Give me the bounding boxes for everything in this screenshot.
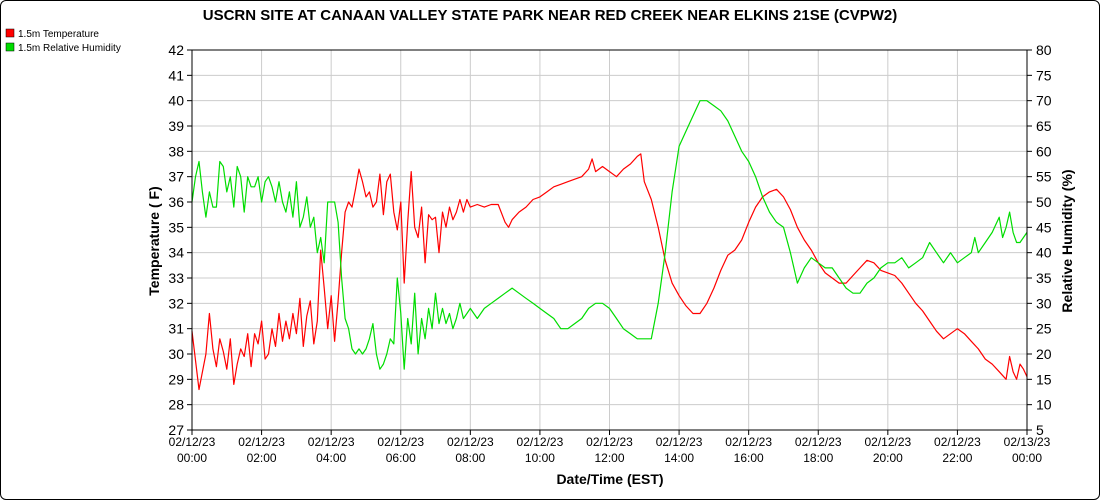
x-tick-date-label: 02/12/23 xyxy=(934,435,981,449)
y-left-tick-label: 33 xyxy=(168,270,184,286)
y-left-tick-label: 42 xyxy=(168,42,184,58)
x-tick-time-label: 02:00 xyxy=(247,451,277,465)
x-axis-ticks: 02/12/23 00:00 02/12/23 02:00 02/12/23 04:00 0… xyxy=(169,430,1051,465)
y-left-tick-label: 39 xyxy=(168,118,184,134)
y-right-tick-label: 65 xyxy=(1036,118,1052,134)
x-tick-date-label: 02/12/23 xyxy=(308,435,355,449)
y-right-tick-label: 70 xyxy=(1036,93,1052,109)
y-right-tick-label: 25 xyxy=(1036,321,1052,337)
legend-label-humidity: 1.5m Relative Humidity xyxy=(18,43,121,54)
x-tick-time-label: 00:00 xyxy=(1012,451,1042,465)
y-left-tick-label: 34 xyxy=(168,245,184,261)
x-tick-date-label: 02/12/23 xyxy=(447,435,494,449)
y-right-tick-label: 35 xyxy=(1036,270,1052,286)
x-tick-date-label: 02/12/23 xyxy=(377,435,424,449)
y-left-tick-label: 37 xyxy=(168,169,184,185)
legend-swatch-humidity xyxy=(5,42,15,52)
y-right-tick-label: 45 xyxy=(1036,219,1052,235)
x-tick-time-label: 12:00 xyxy=(594,451,624,465)
x-tick-time-label: 14:00 xyxy=(664,451,694,465)
y-right-tick-label: 40 xyxy=(1036,245,1052,261)
y-right-tick-label: 50 xyxy=(1036,194,1052,210)
x-tick-time-label: 16:00 xyxy=(734,451,764,465)
series-line-humidity xyxy=(191,100,1028,370)
y-left-tick-label: 36 xyxy=(168,194,184,210)
legend-swatch-temperature xyxy=(5,28,15,38)
grid xyxy=(191,49,1028,431)
chart-title: USCRN SITE AT CANAAN VALLEY STATE PARK N… xyxy=(203,7,898,24)
y-right-tick-label: 15 xyxy=(1036,371,1052,387)
y-right-tick-label: 10 xyxy=(1036,397,1052,413)
y-axis-right-ticks: 5 10 15 20 25 30 35 40 45 50 55 60 65 70 75 80 xyxy=(1027,42,1052,438)
y-left-tick-label: 40 xyxy=(168,93,184,109)
y-left-tick-label: 32 xyxy=(168,295,184,311)
y-right-tick-label: 55 xyxy=(1036,169,1052,185)
x-tick-date-label: 02/12/23 xyxy=(725,435,772,449)
x-tick-time-label: 20:00 xyxy=(873,451,903,465)
x-tick-time-label: 04:00 xyxy=(316,451,346,465)
y-left-tick-label: 35 xyxy=(168,219,184,235)
x-tick-date-label: 02/12/23 xyxy=(795,435,842,449)
y-right-tick-label: 20 xyxy=(1036,346,1052,362)
y-left-tick-label: 28 xyxy=(168,397,184,413)
legend: 1.5m Temperature 1.5m Relative Humidity xyxy=(5,28,121,54)
x-tick-time-label: 00:00 xyxy=(177,451,207,465)
x-tick-time-label: 10:00 xyxy=(525,451,555,465)
y-left-tick-label: 38 xyxy=(168,143,184,159)
y-left-tick-label: 29 xyxy=(168,371,184,387)
x-tick-date-label: 02/12/23 xyxy=(517,435,564,449)
y-axis-left-ticks: 27 28 29 30 31 32 33 34 35 36 37 38 39 40 41 42 xyxy=(168,42,192,438)
y-axis-left-label: Temperature ( F) xyxy=(146,186,162,295)
x-tick-date-label: 02/12/23 xyxy=(586,435,633,449)
x-tick-date-label: 02/13/23 xyxy=(1004,435,1051,449)
series-line-temperature xyxy=(191,153,1028,391)
x-tick-time-label: 18:00 xyxy=(803,451,833,465)
plot-lines xyxy=(191,100,1028,391)
x-tick-date-label: 02/12/23 xyxy=(864,435,911,449)
y-left-tick-label: 41 xyxy=(168,67,184,83)
y-left-tick-label: 31 xyxy=(168,321,184,337)
y-right-tick-label: 30 xyxy=(1036,295,1052,311)
y-right-tick-label: 80 xyxy=(1036,42,1052,58)
x-axis-label: Date/Time (EST) xyxy=(556,471,663,487)
x-tick-time-label: 06:00 xyxy=(386,451,416,465)
y-right-tick-label: 5 xyxy=(1036,422,1044,438)
y-left-tick-label: 30 xyxy=(168,346,184,362)
x-tick-time-label: 22:00 xyxy=(942,451,972,465)
y-axis-right-label: Relative Humidity (%) xyxy=(1059,169,1075,312)
x-tick-date-label: 02/12/23 xyxy=(238,435,285,449)
y-right-tick-label: 60 xyxy=(1036,143,1052,159)
y-left-tick-label: 27 xyxy=(168,422,184,438)
x-tick-date-label: 02/12/23 xyxy=(656,435,703,449)
x-tick-time-label: 08:00 xyxy=(455,451,485,465)
x-tick-date-label: 02/12/23 xyxy=(169,435,216,449)
legend-label-temperature: 1.5m Temperature xyxy=(18,29,99,40)
y-right-tick-label: 75 xyxy=(1036,67,1052,83)
